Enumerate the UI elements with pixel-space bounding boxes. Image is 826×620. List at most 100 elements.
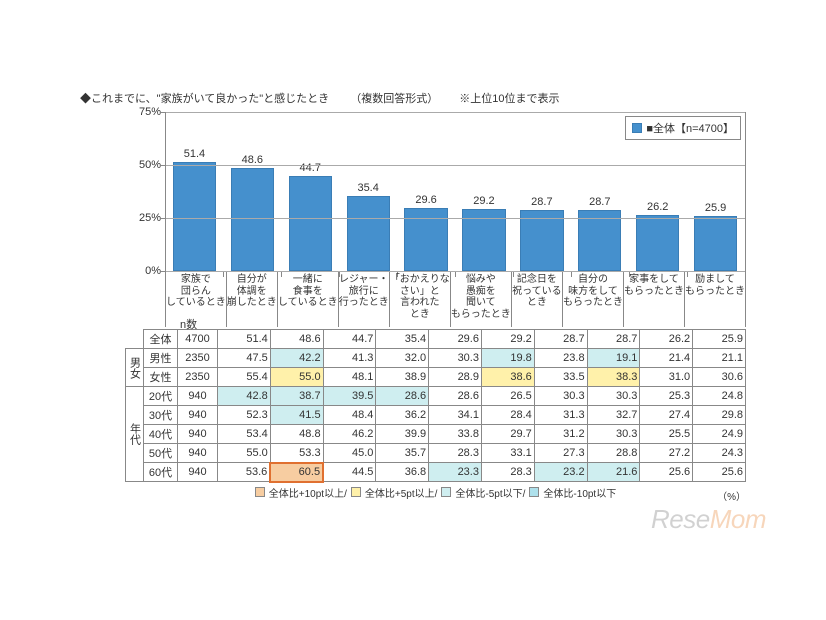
value-cell: 48.1 [323, 368, 376, 387]
value-cell: 30.3 [587, 387, 640, 406]
value-cell: 42.2 [270, 349, 323, 368]
value-cell: 30.3 [429, 349, 482, 368]
value-cell: 39.5 [323, 387, 376, 406]
bar-value-label: 51.4 [184, 148, 205, 160]
row-head: 20代 [144, 387, 178, 406]
y-tick: 0% [126, 265, 161, 277]
value-cell: 51.4 [218, 330, 271, 349]
value-cell: 48.6 [270, 330, 323, 349]
data-table-wrap: n数 全体470051.448.644.735.429.629.228.728.… [125, 329, 746, 503]
value-cell: 32.0 [376, 349, 429, 368]
x-category-label: 自分が体調を崩したとき [226, 272, 277, 327]
value-cell: 28.4 [481, 406, 534, 425]
bar-value-label: 35.4 [357, 182, 378, 194]
table-legend-label: 全体比+5pt以上/ [365, 485, 438, 500]
bar: 28.7 [520, 210, 563, 271]
chart-title: ◆これまでに、"家族がいて良かった"と感じたとき （複数回答形式） ※上位10位… [80, 90, 746, 106]
value-cell: 27.2 [640, 444, 693, 463]
value-cell: 38.7 [270, 387, 323, 406]
value-cell: 23.8 [534, 349, 587, 368]
bar-value-label: 25.9 [705, 202, 726, 214]
value-cell: 28.6 [429, 387, 482, 406]
bar: 51.4 [173, 162, 216, 271]
value-cell: 25.5 [640, 425, 693, 444]
row-head: 30代 [144, 406, 178, 425]
value-cell: 28.7 [587, 330, 640, 349]
bar-value-label: 28.7 [589, 196, 610, 208]
value-cell: 24.3 [693, 444, 746, 463]
table-row: 男女男性235047.542.241.332.030.319.823.819.1… [126, 349, 746, 368]
value-cell: 26.2 [640, 330, 693, 349]
value-cell: 39.9 [376, 425, 429, 444]
value-cell: 28.9 [429, 368, 482, 387]
n-cell: 940 [178, 406, 218, 425]
bar-chart: ■全体【n=4700】 51.448.644.735.429.629.228.7… [125, 112, 746, 327]
bar-value-label: 26.2 [647, 201, 668, 213]
value-cell: 24.9 [693, 425, 746, 444]
value-cell: 21.1 [693, 349, 746, 368]
value-cell: 19.1 [587, 349, 640, 368]
value-cell: 41.5 [270, 406, 323, 425]
value-cell: 25.9 [693, 330, 746, 349]
n-cell: 4700 [178, 330, 218, 349]
y-tick: 50% [126, 159, 161, 171]
value-cell: 48.4 [323, 406, 376, 425]
value-cell: 33.1 [481, 444, 534, 463]
value-cell: 25.6 [693, 463, 746, 482]
n-cell: 940 [178, 463, 218, 482]
table-row: 女性235055.455.048.138.928.938.633.538.331… [126, 368, 746, 387]
n-cell: 940 [178, 425, 218, 444]
table-row: 60代94053.660.544.536.823.328.323.221.625… [126, 463, 746, 482]
value-cell: 27.4 [640, 406, 693, 425]
bar: 35.4 [347, 196, 390, 271]
value-cell: 29.7 [481, 425, 534, 444]
bar-value-label: 29.2 [473, 195, 494, 207]
bar: 48.6 [231, 168, 274, 271]
value-cell: 36.2 [376, 406, 429, 425]
row-head: 女性 [144, 368, 178, 387]
value-cell: 45.0 [323, 444, 376, 463]
bar: 25.9 [694, 216, 737, 271]
value-cell: 53.3 [270, 444, 323, 463]
n-cell: 940 [178, 444, 218, 463]
table-row: 年代20代94042.838.739.528.628.626.530.330.3… [126, 387, 746, 406]
value-cell: 24.8 [693, 387, 746, 406]
value-cell: 44.5 [323, 463, 376, 482]
n-cell: 940 [178, 387, 218, 406]
x-category-label: 一緒に食事をしているとき [277, 272, 338, 327]
value-cell: 34.1 [429, 406, 482, 425]
value-cell: 38.3 [587, 368, 640, 387]
value-cell: 28.7 [534, 330, 587, 349]
value-cell: 30.3 [534, 387, 587, 406]
value-cell: 38.9 [376, 368, 429, 387]
value-cell: 19.8 [481, 349, 534, 368]
table-row: 30代94052.341.548.436.234.128.431.332.727… [126, 406, 746, 425]
value-cell: 31.0 [640, 368, 693, 387]
value-cell: 29.6 [429, 330, 482, 349]
bar: 26.2 [636, 215, 679, 271]
data-table: 全体470051.448.644.735.429.629.228.728.726… [125, 329, 746, 483]
value-cell: 25.3 [640, 387, 693, 406]
value-cell: 28.3 [429, 444, 482, 463]
value-cell: 55.0 [218, 444, 271, 463]
row-head: 男性 [144, 349, 178, 368]
value-cell: 28.8 [587, 444, 640, 463]
value-cell: 35.7 [376, 444, 429, 463]
table-legend-label: 全体比-10pt以下 [543, 485, 616, 500]
x-category-label: 家事をしてもらったとき [623, 272, 684, 327]
row-head: 40代 [144, 425, 178, 444]
value-cell: 53.4 [218, 425, 271, 444]
table-legend-label: 全体比-5pt以下/ [455, 485, 525, 500]
y-tick: 75% [126, 106, 161, 118]
table-row: 50代94055.053.345.035.728.333.127.328.827… [126, 444, 746, 463]
value-cell: 30.3 [587, 425, 640, 444]
value-cell: 21.6 [587, 463, 640, 482]
value-cell: 31.2 [534, 425, 587, 444]
value-cell: 52.3 [218, 406, 271, 425]
row-group-age: 年代 [126, 387, 144, 482]
row-group-gender: 男女 [126, 349, 144, 387]
bar: 28.7 [578, 210, 621, 271]
value-cell: 46.2 [323, 425, 376, 444]
value-cell: 32.7 [587, 406, 640, 425]
value-cell: 38.6 [481, 368, 534, 387]
